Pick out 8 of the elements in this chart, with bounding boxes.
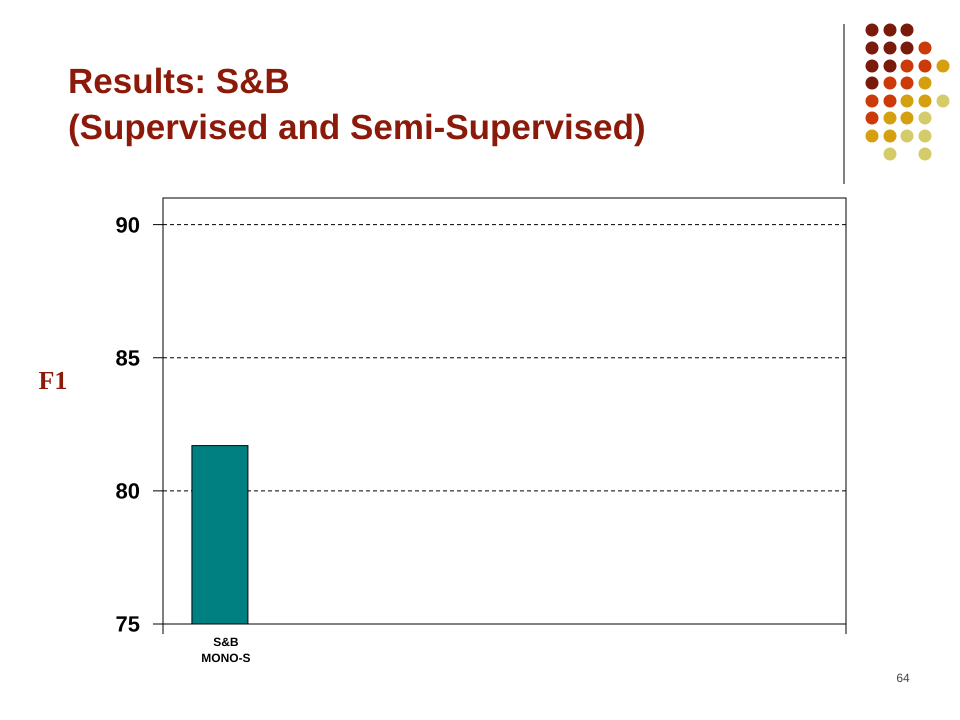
y-tick-label: 75: [116, 612, 140, 637]
text: 64: [896, 671, 910, 685]
y-tick-label: 90: [116, 212, 140, 238]
x-tick-label: S&B MONO-S: [201, 635, 251, 665]
chart-title: Results: S&B (Supervised and Semi-Supervised): [68, 62, 646, 147]
y-tick-label: 85: [116, 345, 140, 370]
y-tick-label: 80: [116, 478, 140, 504]
y-axis-title: F1: [38, 366, 68, 396]
